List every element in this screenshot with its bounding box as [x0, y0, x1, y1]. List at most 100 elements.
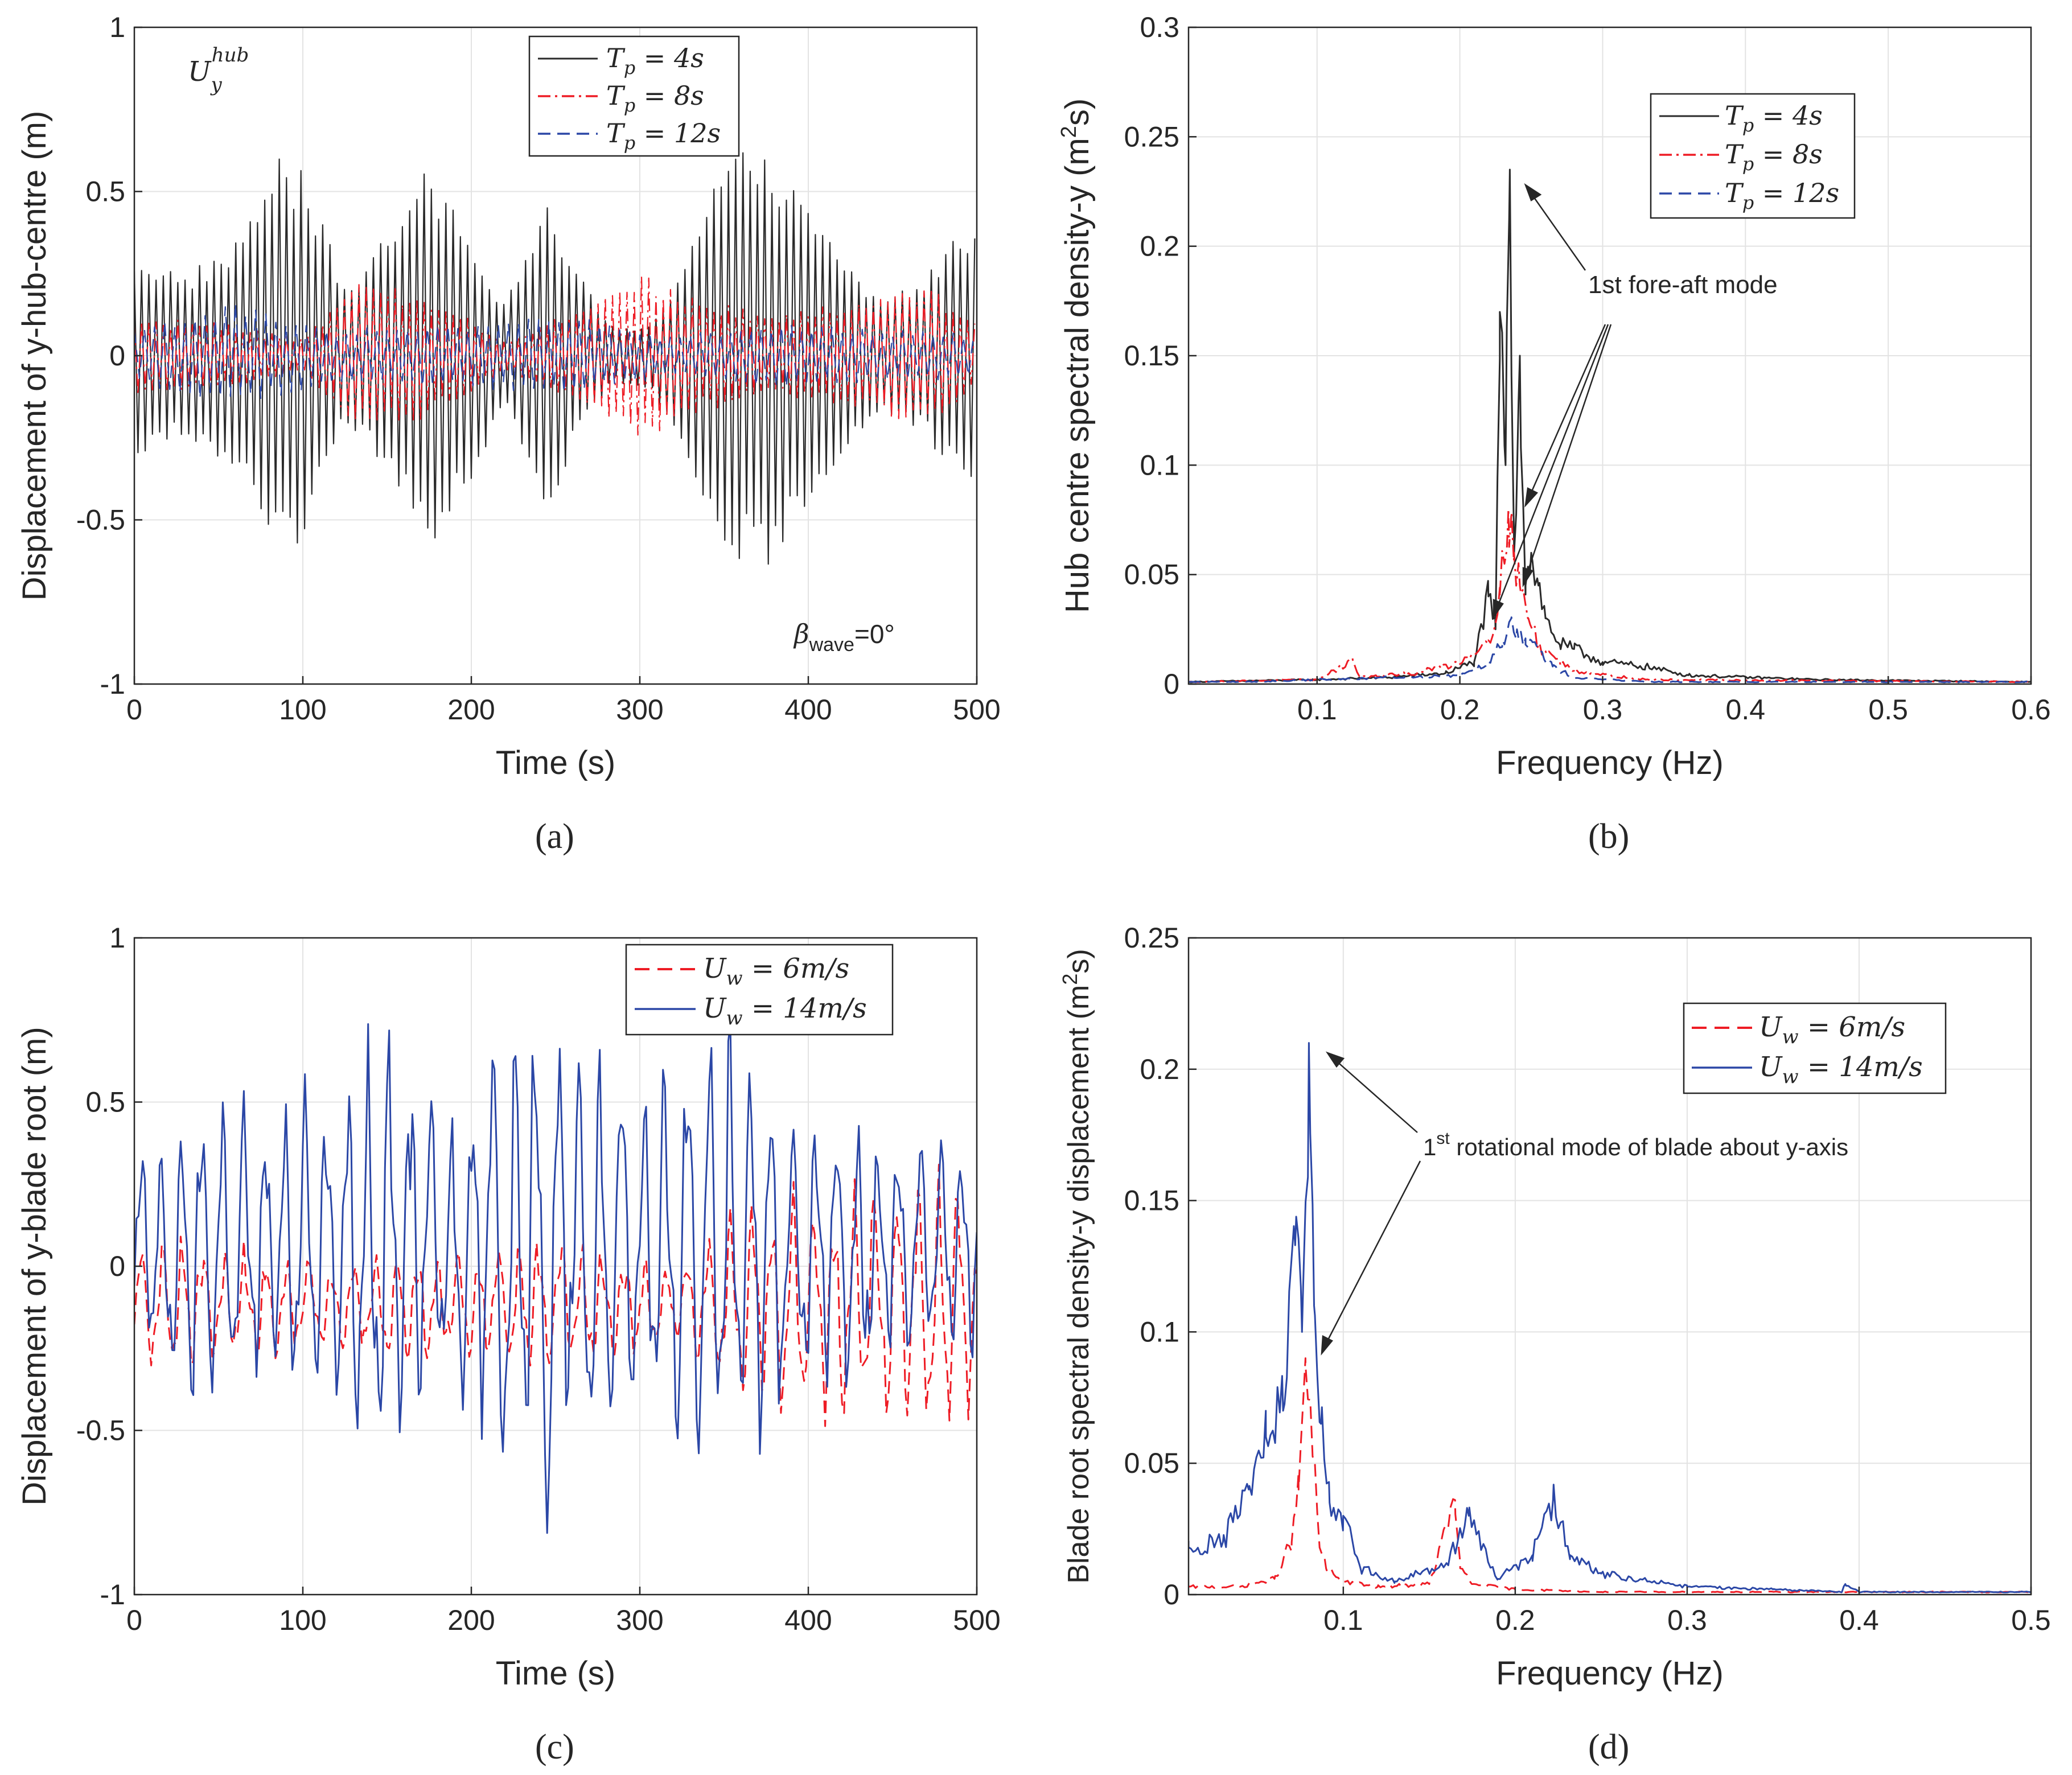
ylabel-a: Displacement of y-hub-centre (m)	[16, 111, 53, 601]
series-b	[1189, 168, 2031, 683]
legend-b: Tp = 4s Tp = 8s Tp = 12s	[1650, 93, 1856, 219]
y-tick-label: 0	[1164, 1579, 1179, 1611]
series-line-b-3	[1189, 616, 2031, 683]
caption-a: (a)	[535, 817, 574, 856]
x-tick-label: 0.5	[1868, 694, 1908, 726]
y-tick-label: 0	[109, 1250, 125, 1282]
xlabel-a: Time (s)	[496, 744, 615, 781]
y-tick-label: 0.15	[1124, 1185, 1179, 1217]
x-tick-label: 0	[126, 694, 142, 726]
x-tick-label: 0.2	[1440, 694, 1480, 726]
title-a: Uyhub	[188, 44, 249, 96]
panel-b: 0.1 0.2 0.3 0.4 0.5 0.6 0 0.05 0.1 0.15 0.2 0.25 0.3…	[1057, 11, 2051, 856]
y-tick-label: 1	[109, 11, 125, 43]
legend-d-label-2: Uw = 14m/s	[1759, 1051, 1923, 1088]
x-tick-label: 0	[126, 1604, 142, 1636]
ylabel-c: Displacement of y-blade root (m)	[16, 1027, 53, 1505]
ylabel-b: Hub centre spectral density-y (m2s)	[1057, 98, 1096, 613]
ticks-b: 0.1 0.2 0.3 0.4 0.5 0.6 0 0.05 0.1 0.15 0.2 0.25 0.3	[1124, 11, 2051, 726]
series-line-a-2	[134, 276, 976, 436]
series-d	[1189, 1042, 2031, 1593]
x-tick-label: 200	[447, 694, 495, 726]
x-tick-label: 0.6	[2011, 694, 2051, 726]
x-tick-label: 500	[953, 1604, 1000, 1636]
y-tick-label: 0.1	[1140, 1316, 1179, 1348]
x-tick-label: 200	[447, 1604, 495, 1636]
y-tick-label: 0	[109, 340, 125, 372]
ticks-a: 0 100 200 300 400 500 -1 -0.5 0 0.5 1	[76, 11, 1001, 726]
ylabel-d: Blade root spectral density-y displaceme…	[1058, 949, 1095, 1583]
x-tick-label: 400	[784, 1604, 832, 1636]
series-line-c-1	[134, 1164, 977, 1427]
legend-c: Uw = 6m/s Uw = 14m/s	[625, 944, 894, 1036]
legend-a-label-3: Tp = 12s	[606, 118, 721, 154]
series-a	[134, 152, 976, 565]
x-tick-label: 0.1	[1323, 1604, 1363, 1636]
series-line-d-1	[1189, 1357, 2031, 1593]
y-tick-label: 0.3	[1140, 11, 1179, 43]
annotation-d: 1st rotational mode of blade about y-axi…	[1423, 1129, 1848, 1160]
legend-b-label-1: Tp = 4s	[1725, 100, 1823, 136]
x-tick-label: 100	[279, 1604, 326, 1636]
xlabel-c: Time (s)	[496, 1655, 615, 1692]
axes-d	[1187, 937, 2032, 1596]
y-tick-label: -0.5	[76, 1415, 125, 1447]
y-tick-label: 0.1	[1140, 449, 1179, 481]
x-tick-label: 0.1	[1297, 694, 1337, 726]
y-tick-label: 0.05	[1124, 559, 1179, 591]
x-tick-label: 0.4	[1726, 694, 1766, 726]
x-tick-label: 100	[279, 694, 326, 726]
y-tick-label: 1	[109, 922, 125, 954]
series-line-a-1	[134, 152, 976, 565]
caption-b: (b)	[1588, 817, 1629, 856]
panel-c: 0 100 200 300 400 500 -1 -0.5 0 0.5 1 Time (s) Dis…	[16, 922, 1001, 1766]
legend-d-label-1: Uw = 6m/s	[1759, 1011, 1905, 1048]
y-tick-label: 0.5	[85, 1086, 125, 1118]
legend-c-label-1: Uw = 6m/s	[703, 953, 849, 990]
annotation-a: βwave=0°	[793, 619, 895, 656]
series-line-b-2	[1189, 508, 2031, 683]
x-tick-label: 500	[953, 694, 1000, 726]
x-tick-label: 0.3	[1667, 1604, 1707, 1636]
x-tick-label: 0.3	[1583, 694, 1623, 726]
series-c	[134, 1023, 977, 1534]
legend-a: Tp = 4s Tp = 8s Tp = 12s	[528, 35, 740, 157]
series-line-c-2	[134, 1023, 977, 1534]
x-tick-label: 300	[616, 694, 663, 726]
y-tick-label: -1	[100, 1579, 125, 1611]
x-tick-label: 400	[784, 694, 832, 726]
x-tick-label: 0.5	[2011, 1604, 2051, 1636]
grid-c	[134, 937, 977, 1595]
panel-a: 0 100 200 300 400 500 -1 -0.5 0 0.5 1 Time (s) Dis…	[16, 11, 1001, 856]
y-tick-label: -1	[100, 668, 125, 700]
caption-c: (c)	[535, 1728, 574, 1766]
x-tick-label: 300	[616, 1604, 663, 1636]
annotation-b: 1st fore-aft mode	[1588, 271, 1778, 299]
ticks-c: 0 100 200 300 400 500 -1 -0.5 0 0.5 1	[76, 922, 1001, 1636]
ticks-d: 0.1 0.2 0.3 0.4 0.5 0 0.05 0.1 0.15 0.2 0.25	[1124, 922, 2051, 1636]
series-line-d-2	[1189, 1042, 2031, 1593]
y-tick-label: 0.2	[1140, 1053, 1179, 1085]
series-line-a-3	[134, 303, 975, 400]
x-tick-label: 0.2	[1495, 1604, 1535, 1636]
annotation-b-arrows	[1493, 183, 1612, 619]
y-tick-label: 0.05	[1124, 1447, 1179, 1479]
legend-a-label-2: Tp = 8s	[606, 80, 704, 116]
x-tick-label: 0.4	[1839, 1604, 1879, 1636]
y-tick-label: 0.5	[85, 176, 125, 208]
legend-d: Uw = 6m/s Uw = 14m/s	[1683, 1002, 1947, 1094]
y-tick-label: 0.25	[1124, 121, 1179, 153]
legend-b-label-2: Tp = 8s	[1725, 139, 1823, 175]
legend-a-label-1: Tp = 4s	[606, 43, 704, 79]
y-tick-label: 0.2	[1140, 230, 1179, 262]
xlabel-d: Frequency (Hz)	[1496, 1655, 1724, 1692]
grid-b	[1189, 27, 2032, 685]
legend-c-label-2: Uw = 14m/s	[703, 992, 867, 1029]
panel-d: 0.1 0.2 0.3 0.4 0.5 0 0.05 0.1 0.15 0.2 0.25 Frequ…	[1058, 922, 2051, 1766]
caption-d: (d)	[1588, 1728, 1629, 1766]
annotation-d-arrows	[1321, 1051, 1421, 1356]
series-line-b-1	[1189, 168, 2031, 683]
y-tick-label: -0.5	[76, 504, 125, 536]
y-tick-label: 0.25	[1124, 922, 1179, 954]
